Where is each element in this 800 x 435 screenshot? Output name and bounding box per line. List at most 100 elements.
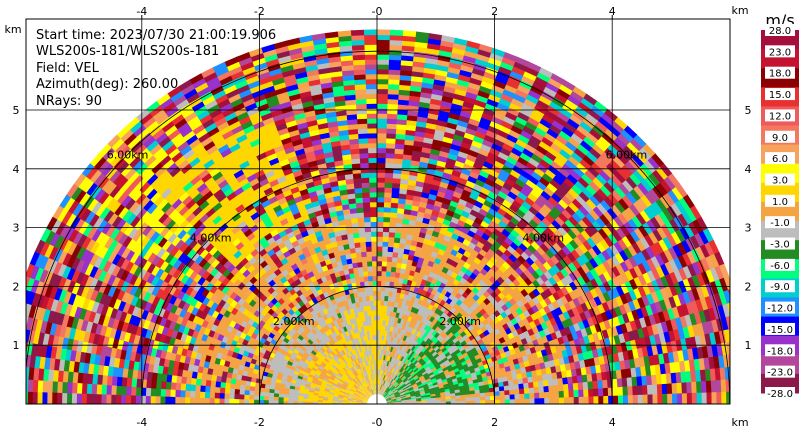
velocity-cell [259,211,269,221]
velocity-cell [409,363,415,369]
velocity-cell [271,139,283,149]
velocity-cell [370,216,377,223]
velocity-cell [376,127,387,134]
velocity-cell [443,369,450,374]
velocity-cell [338,189,348,196]
velocity-cell [509,216,520,226]
velocity-cell [379,369,381,375]
velocity-cell [396,307,401,314]
velocity-cell [393,301,399,308]
velocity-cell [376,206,384,213]
velocity-cell [419,376,426,381]
velocity-cell [260,138,272,148]
velocity-cell [341,74,355,82]
velocity-cell [509,70,524,81]
velocity-cell [343,359,349,366]
velocity-cell [620,128,634,143]
velocity-cell [520,366,527,374]
velocity-cell [563,121,577,134]
velocity-cell [363,388,368,393]
velocity-cell [360,177,370,184]
velocity-cell [360,372,365,378]
velocity-cell [468,76,483,86]
velocity-cell [376,324,380,331]
velocity-cell [735,313,744,328]
velocity-cell [398,354,403,361]
velocity-cell [635,307,645,319]
velocity-cell [544,150,557,162]
velocity-cell [590,161,603,174]
velocity-cell [547,77,562,89]
velocity-cell [320,339,327,346]
velocity-cell [341,69,354,77]
velocity-cell [389,310,394,317]
velocity-cell [602,387,609,397]
velocity-cell [376,59,389,65]
velocity-cell [655,181,669,196]
velocity-cell [353,271,360,279]
velocity-cell [536,246,546,256]
velocity-cell [696,392,703,404]
velocity-cell [373,300,377,306]
velocity-cell [167,128,181,141]
velocity-cell [363,39,377,45]
velocity-cell [133,143,147,157]
velocity-cell [288,235,298,244]
velocity-cell [368,172,377,178]
velocity-cell [452,190,462,199]
velocity-cell [475,195,486,205]
velocity-cell [359,385,364,390]
velocity-cell [402,386,408,391]
velocity-cell [714,367,722,381]
velocity-cell [367,364,370,371]
velocity-cell [732,300,741,315]
velocity-cell [435,399,442,402]
velocity-cell [390,373,395,379]
velocity-cell [590,365,597,374]
velocity-cell [418,304,425,312]
velocity-cell [372,270,377,277]
velocity-cell [396,359,401,365]
velocity-cell [535,368,543,376]
velocity-cell [246,244,256,254]
velocity-cell [395,394,401,398]
velocity-cell [475,228,485,238]
velocity-cell [280,136,292,146]
velocity-cell [468,170,480,180]
velocity-cell [380,384,382,390]
velocity-cell [226,116,239,127]
velocity-cell [716,391,722,404]
velocity-cell [645,245,656,259]
velocity-cell [416,400,422,403]
velocity-cell [390,266,397,273]
velocity-cell [417,383,424,388]
velocity-cell [279,217,289,227]
velocity-cell [285,83,299,92]
velocity-cell [393,276,400,283]
velocity-cell [521,200,532,211]
velocity-cell [531,214,542,225]
velocity-cell [457,365,465,371]
velocity-cell [270,108,283,118]
velocity-cell [544,248,555,259]
velocity-cell [476,212,486,221]
velocity-cell [524,196,535,207]
velocity-cell [408,355,414,362]
velocity-cell [368,177,377,183]
velocity-cell [398,349,404,356]
velocity-cell [661,383,668,394]
velocity-cell [354,353,359,360]
velocity-cell [208,166,221,178]
velocity-cell [354,192,363,199]
velocity-cell [543,391,550,399]
velocity-cell [667,393,673,404]
velocity-cell [709,280,720,295]
velocity-cell [366,380,370,386]
velocity-cell [362,270,369,277]
velocity-cell [515,233,526,244]
velocity-cell [365,246,372,252]
velocity-cell [617,167,630,181]
velocity-cell [363,221,371,228]
velocity-cell [719,366,727,380]
velocity-cell [615,284,625,296]
